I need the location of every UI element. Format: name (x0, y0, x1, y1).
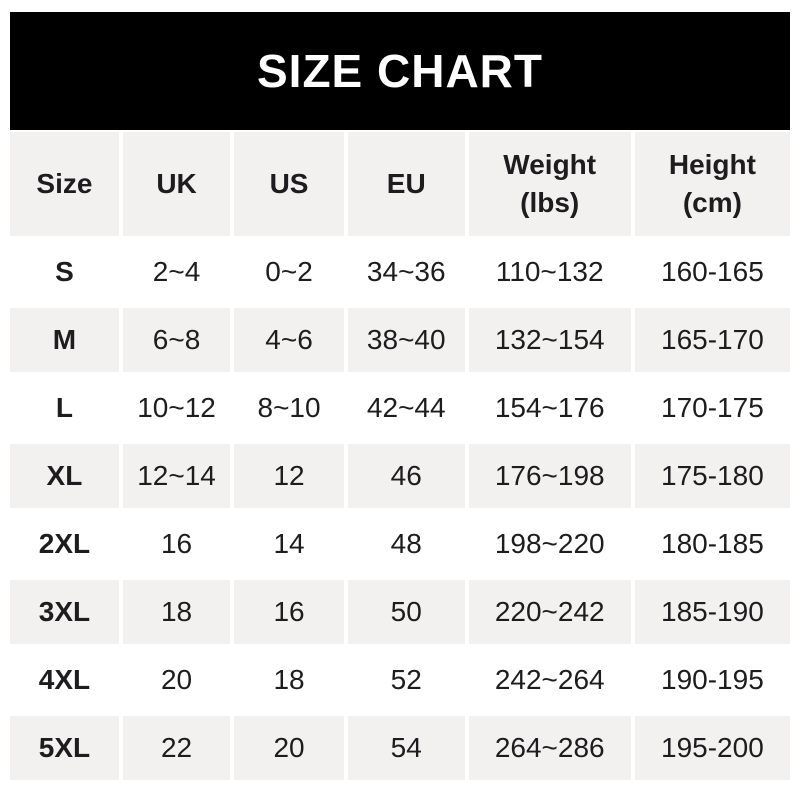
size-cell: 4XL (8, 646, 121, 714)
table-row: XL 12~14 12 46 176~198 175-180 (8, 442, 792, 510)
height-cell: 180-185 (632, 510, 792, 578)
table-row: 5XL 22 20 54 264~286 195-200 (8, 714, 792, 782)
uk-cell: 6~8 (120, 306, 233, 374)
height-cell: 195-200 (632, 714, 792, 782)
size-chart-table: Size UK US EU Weight (lbs) Height (cm) S… (8, 130, 792, 782)
weight-cell: 220~242 (466, 578, 633, 646)
weight-cell: 264~286 (466, 714, 633, 782)
column-header-uk: UK (120, 130, 233, 238)
table-row: M 6~8 4~6 38~40 132~154 165-170 (8, 306, 792, 374)
eu-cell: 54 (345, 714, 467, 782)
eu-cell: 50 (345, 578, 467, 646)
table-body: S 2~4 0~2 34~36 110~132 160-165 M 6~8 4~6 38~40 13… (8, 238, 792, 782)
size-cell: 2XL (8, 510, 121, 578)
eu-cell: 42~44 (345, 374, 467, 442)
column-header-size: Size (8, 130, 121, 238)
weight-cell: 132~154 (466, 306, 633, 374)
us-cell: 0~2 (232, 238, 346, 306)
height-cell: 160-165 (632, 238, 792, 306)
table-row: 4XL 20 18 52 242~264 190-195 (8, 646, 792, 714)
weight-cell: 110~132 (466, 238, 633, 306)
height-cell: 165-170 (632, 306, 792, 374)
weight-cell: 176~198 (466, 442, 633, 510)
uk-cell: 18 (120, 578, 233, 646)
us-cell: 8~10 (232, 374, 346, 442)
column-header-height: Height (cm) (632, 130, 792, 238)
us-cell: 4~6 (232, 306, 346, 374)
height-cell: 175-180 (632, 442, 792, 510)
title-banner: SIZE CHART (10, 12, 790, 130)
us-cell: 18 (232, 646, 346, 714)
size-cell: M (8, 306, 121, 374)
uk-cell: 2~4 (120, 238, 233, 306)
table-row: 3XL 18 16 50 220~242 185-190 (8, 578, 792, 646)
column-header-weight: Weight (lbs) (466, 130, 633, 238)
page-title: SIZE CHART (257, 45, 543, 97)
size-cell: S (8, 238, 121, 306)
eu-cell: 46 (345, 442, 467, 510)
height-cell: 190-195 (632, 646, 792, 714)
eu-cell: 52 (345, 646, 467, 714)
us-cell: 14 (232, 510, 346, 578)
weight-cell: 242~264 (466, 646, 633, 714)
uk-cell: 20 (120, 646, 233, 714)
uk-cell: 22 (120, 714, 233, 782)
table-row: S 2~4 0~2 34~36 110~132 160-165 (8, 238, 792, 306)
uk-cell: 10~12 (120, 374, 233, 442)
header-row: Size UK US EU Weight (lbs) Height (cm) (8, 130, 792, 238)
size-cell: L (8, 374, 121, 442)
size-cell: 3XL (8, 578, 121, 646)
height-cell: 170-175 (632, 374, 792, 442)
eu-cell: 48 (345, 510, 467, 578)
eu-cell: 38~40 (345, 306, 467, 374)
height-cell: 185-190 (632, 578, 792, 646)
weight-cell: 198~220 (466, 510, 633, 578)
us-cell: 20 (232, 714, 346, 782)
table-row: 2XL 16 14 48 198~220 180-185 (8, 510, 792, 578)
weight-cell: 154~176 (466, 374, 633, 442)
size-cell: 5XL (8, 714, 121, 782)
us-cell: 12 (232, 442, 346, 510)
eu-cell: 34~36 (345, 238, 467, 306)
column-header-us: US (232, 130, 346, 238)
column-header-eu: EU (345, 130, 467, 238)
us-cell: 16 (232, 578, 346, 646)
uk-cell: 12~14 (120, 442, 233, 510)
uk-cell: 16 (120, 510, 233, 578)
table-row: L 10~12 8~10 42~44 154~176 170-175 (8, 374, 792, 442)
size-cell: XL (8, 442, 121, 510)
